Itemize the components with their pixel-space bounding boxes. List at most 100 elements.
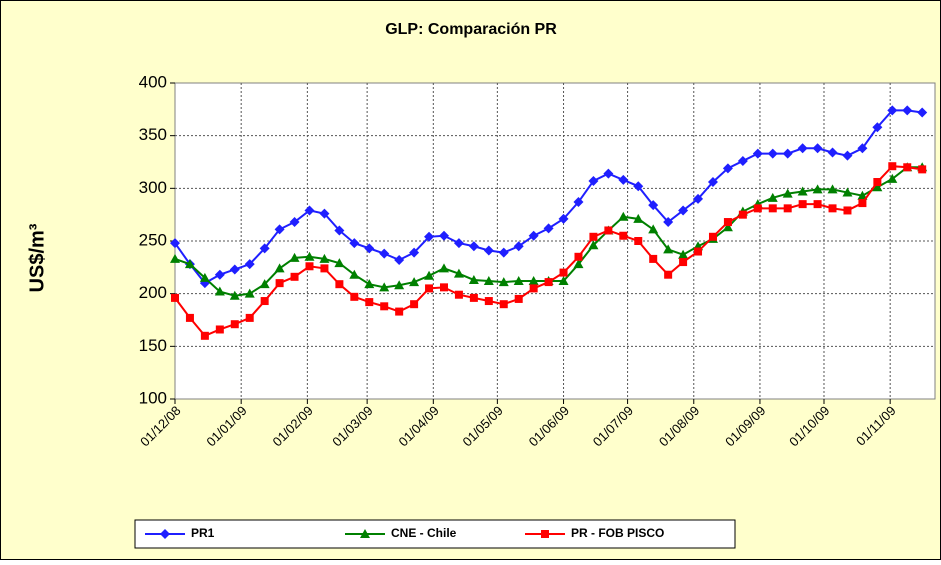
data-point [723,218,732,227]
legend-marker [541,530,549,538]
data-point [229,264,240,275]
data-point [887,105,898,116]
data-point [618,211,629,221]
data-point [215,325,224,334]
data-point [364,243,375,254]
data-point [559,268,568,277]
data-point [678,249,689,259]
data-point [305,262,314,271]
data-point [319,253,330,263]
data-point [349,269,360,279]
data-point [857,143,868,154]
data-point [888,162,897,171]
data-point [633,181,644,192]
data-point [588,240,599,250]
data-point [812,184,823,194]
data-point [214,286,225,296]
data-point [245,313,254,322]
legend-marker [360,529,370,538]
data-point [693,193,704,204]
data-point [842,150,853,161]
data-point [663,244,674,254]
data-point [902,105,913,116]
data-point [498,247,509,258]
data-point [513,276,524,286]
data-point [694,247,703,256]
data-point [274,224,285,235]
y-tick-label: 200 [139,283,167,302]
data-point [603,168,614,179]
data-point [543,223,554,234]
data-point [409,247,420,258]
data-point [319,208,330,219]
data-point [394,280,405,290]
data-point [619,231,628,240]
data-point [229,290,240,300]
data-point [410,300,419,309]
data-point [438,230,449,241]
data-point [918,165,927,174]
y-tick-label: 350 [139,125,167,144]
data-point [767,148,778,159]
y-tick-label: 250 [139,230,167,249]
data-point [484,297,493,306]
data-point [589,232,598,241]
data-point [483,276,494,286]
data-point [350,292,359,301]
data-point [827,184,838,194]
data-point [722,163,733,174]
data-point [425,284,434,293]
data-point [782,188,793,198]
data-point [812,143,823,154]
data-point [558,213,569,224]
data-point [529,284,538,293]
legend [134,519,736,549]
data-point [752,148,763,159]
data-point [438,263,449,273]
data-point [349,238,360,249]
data-point [873,178,882,187]
data-point [678,205,689,216]
data-point [200,331,209,340]
data-point [409,277,420,287]
data-point [274,263,285,273]
data-point [170,253,180,263]
data-point [753,204,762,213]
data-point [797,186,808,196]
data-point [917,107,928,118]
data-point [887,173,898,183]
data-point [320,264,329,273]
data-point [514,294,523,303]
data-point [469,293,478,302]
data-point [424,270,435,280]
data-point [573,197,584,208]
data-point [574,252,583,261]
data-point [453,268,464,278]
data-point [453,238,464,249]
data-point [737,155,748,166]
data-point [365,298,374,307]
data-point [828,204,837,213]
data-point [634,237,643,245]
data-point [244,288,255,298]
data-point [872,182,883,192]
data-point [468,241,479,252]
data-point [199,272,210,282]
legend-label: PR1 [191,526,215,540]
data-point [679,258,688,267]
y-tick-label: 400 [139,72,167,91]
data-point [722,222,733,232]
data-point [648,200,659,211]
data-point [843,206,852,215]
data-point [364,279,375,289]
data-point [903,163,912,172]
data-point [289,217,300,228]
legend-label: CNE - Chile [391,526,457,540]
data-point [664,270,673,279]
data-point [394,254,405,265]
data-point [259,243,270,254]
data-point [184,259,195,269]
data-point [618,174,629,185]
data-point [289,252,300,262]
